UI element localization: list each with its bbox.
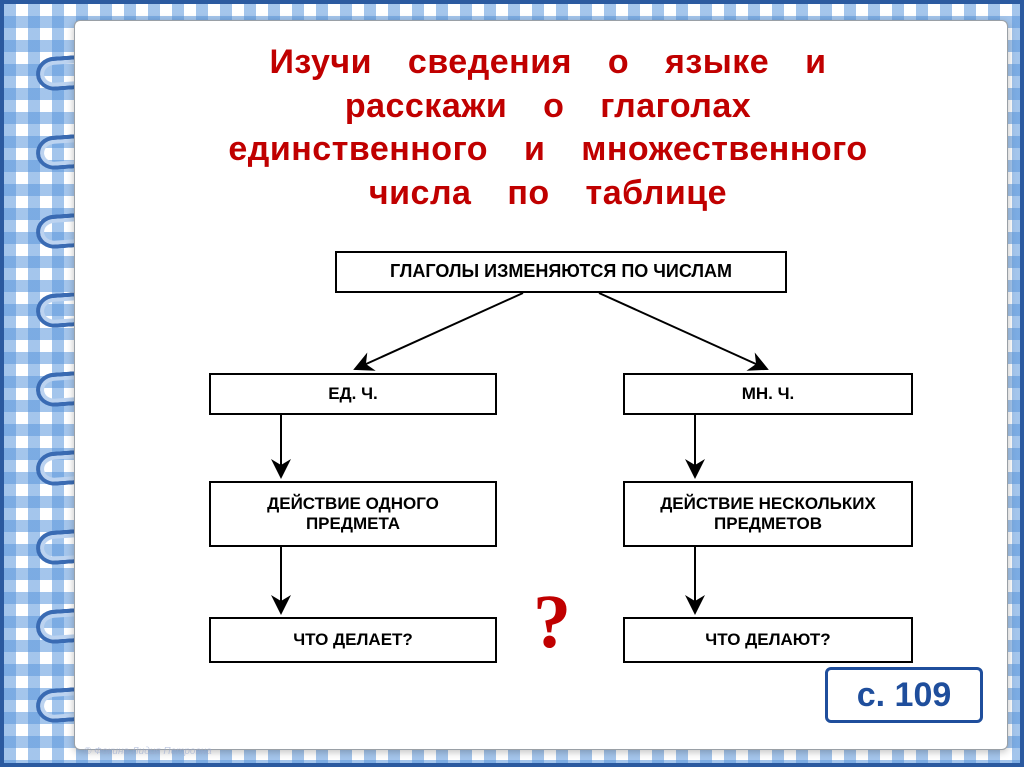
page-reference: с. 109 — [825, 667, 983, 723]
outer-border: Изучи сведения о языке ирасскажи о глаго… — [0, 0, 1024, 767]
gingham-background: Изучи сведения о языке ирасскажи о глаго… — [4, 4, 1020, 763]
copyright-text: © Фокина Лидия Петровна — [84, 746, 212, 757]
diagram-node-sg: ЕД. Ч. — [209, 373, 497, 415]
question-mark-icon: ? — [533, 579, 571, 666]
diagram-node-plact: ДЕЙСТВИЕ НЕСКОЛЬКИХПРЕДМЕТОВ — [623, 481, 913, 547]
notebook-page: Изучи сведения о языке ирасскажи о глаго… — [74, 20, 1008, 750]
diagram-node-plq: ЧТО ДЕЛАЮТ? — [623, 617, 913, 663]
page-title: Изучи сведения о языке ирасскажи о глаго… — [117, 41, 979, 215]
diagram-node-sgq: ЧТО ДЕЛАЕТ? — [209, 617, 497, 663]
diagram-node-pl: МН. Ч. — [623, 373, 913, 415]
diagram-flowchart: ? ГЛАГОЛЫ ИЗМЕНЯЮТСЯ ПО ЧИСЛАМ ЕД. Ч. МН. … — [117, 251, 979, 681]
diagram-node-root: ГЛАГОЛЫ ИЗМЕНЯЮТСЯ ПО ЧИСЛАМ — [335, 251, 787, 293]
diagram-node-sgact: ДЕЙСТВИЕ ОДНОГОПРЕДМЕТА — [209, 481, 497, 547]
